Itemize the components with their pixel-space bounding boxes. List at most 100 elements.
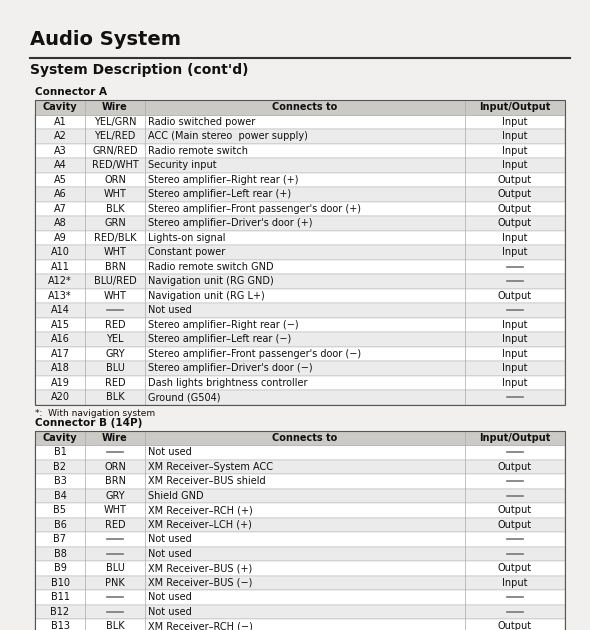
Text: Input: Input: [502, 247, 527, 257]
Text: Ground (G504): Ground (G504): [148, 392, 221, 402]
Bar: [35, 430, 565, 630]
Text: Stereo amplifier–Driver's door (+): Stereo amplifier–Driver's door (+): [148, 218, 313, 228]
Text: Audio System: Audio System: [30, 30, 181, 49]
Text: Input: Input: [502, 364, 527, 373]
Text: XM Receiver–RCH (+): XM Receiver–RCH (+): [148, 505, 253, 515]
Text: GRN/RED: GRN/RED: [92, 146, 138, 156]
Text: Output: Output: [498, 520, 532, 530]
Text: XM Receiver–BUS shield: XM Receiver–BUS shield: [148, 476, 266, 486]
Text: A9: A9: [54, 232, 66, 243]
Text: Stereo amplifier–Right rear (−): Stereo amplifier–Right rear (−): [148, 320, 299, 329]
Bar: [35, 430, 565, 445]
Text: Connector A: Connector A: [35, 87, 107, 97]
Text: B8: B8: [54, 549, 67, 559]
Bar: [35, 590, 565, 605]
Text: Shield GND: Shield GND: [148, 491, 204, 501]
Text: Input: Input: [502, 578, 527, 588]
Text: Input: Input: [502, 320, 527, 329]
Text: Input: Input: [502, 232, 527, 243]
Text: A11: A11: [51, 261, 70, 272]
Text: B7: B7: [54, 534, 67, 544]
Text: B5: B5: [54, 505, 67, 515]
Bar: [35, 532, 565, 546]
Bar: [35, 274, 565, 289]
Bar: [35, 216, 565, 231]
Text: Stereo amplifier–Front passenger's door (−): Stereo amplifier–Front passenger's door …: [148, 349, 361, 358]
Text: BLU/RED: BLU/RED: [94, 276, 136, 286]
Text: RED/WHT: RED/WHT: [91, 160, 139, 170]
Bar: [35, 445, 565, 459]
Text: Output: Output: [498, 621, 532, 630]
Text: YEL/GRN: YEL/GRN: [94, 117, 136, 127]
Text: A10: A10: [51, 247, 70, 257]
Bar: [35, 546, 565, 561]
Text: Cavity: Cavity: [42, 102, 77, 112]
Text: A15: A15: [51, 320, 70, 329]
Text: Not used: Not used: [148, 447, 192, 457]
Text: Radio switched power: Radio switched power: [148, 117, 255, 127]
Text: GRY: GRY: [105, 491, 125, 501]
Text: B13: B13: [51, 621, 70, 630]
Text: Input/Output: Input/Output: [479, 102, 550, 112]
Text: Input: Input: [502, 131, 527, 141]
Text: Stereo amplifier–Left rear (+): Stereo amplifier–Left rear (+): [148, 189, 291, 199]
Text: BRN: BRN: [104, 476, 126, 486]
Text: Input: Input: [502, 378, 527, 387]
Text: ORN: ORN: [104, 462, 126, 472]
Text: Output: Output: [498, 203, 532, 214]
Text: Radio remote switch GND: Radio remote switch GND: [148, 261, 274, 272]
Text: Connects to: Connects to: [273, 433, 337, 443]
Text: Input: Input: [502, 160, 527, 170]
Bar: [35, 375, 565, 390]
Text: Navigation unit (RG GND): Navigation unit (RG GND): [148, 276, 274, 286]
Text: Output: Output: [498, 462, 532, 472]
Text: ORN: ORN: [104, 175, 126, 185]
Text: B9: B9: [54, 563, 67, 573]
Bar: [35, 231, 565, 245]
Text: GRN: GRN: [104, 218, 126, 228]
Text: Not used: Not used: [148, 306, 192, 315]
Text: A17: A17: [51, 349, 70, 358]
Text: PNK: PNK: [105, 578, 125, 588]
Bar: [35, 390, 565, 404]
Text: A2: A2: [54, 131, 67, 141]
Text: A16: A16: [51, 335, 70, 344]
Text: A18: A18: [51, 364, 70, 373]
Text: B12: B12: [50, 607, 70, 617]
Text: A3: A3: [54, 146, 66, 156]
Bar: [35, 346, 565, 361]
Bar: [35, 474, 565, 488]
Text: Wire: Wire: [102, 433, 128, 443]
Text: WHT: WHT: [104, 247, 126, 257]
Text: XM Receiver–LCH (+): XM Receiver–LCH (+): [148, 520, 252, 530]
Bar: [35, 503, 565, 517]
Text: YEL: YEL: [106, 335, 124, 344]
Text: Output: Output: [498, 175, 532, 185]
Text: Wire: Wire: [102, 102, 128, 112]
Bar: [35, 361, 565, 375]
Text: BRN: BRN: [104, 261, 126, 272]
Bar: [35, 303, 565, 318]
Bar: [35, 260, 565, 274]
Bar: [35, 289, 565, 303]
Text: Dash lights brightness controller: Dash lights brightness controller: [148, 378, 307, 387]
Text: Not used: Not used: [148, 607, 192, 617]
Text: A1: A1: [54, 117, 66, 127]
Text: Input/Output: Input/Output: [479, 433, 550, 443]
Bar: [35, 173, 565, 187]
Text: A4: A4: [54, 160, 66, 170]
Text: Output: Output: [498, 218, 532, 228]
Text: B11: B11: [51, 592, 70, 602]
Text: A13*: A13*: [48, 291, 72, 301]
Bar: [35, 202, 565, 216]
Text: XM Receiver–BUS (−): XM Receiver–BUS (−): [148, 578, 253, 588]
Text: XM Receiver–System ACC: XM Receiver–System ACC: [148, 462, 273, 472]
Text: WHT: WHT: [104, 505, 126, 515]
Text: GRY: GRY: [105, 349, 125, 358]
Text: Input: Input: [502, 146, 527, 156]
Text: B4: B4: [54, 491, 67, 501]
Bar: [35, 488, 565, 503]
Text: Not used: Not used: [148, 534, 192, 544]
Text: Constant power: Constant power: [148, 247, 225, 257]
Text: Not used: Not used: [148, 549, 192, 559]
